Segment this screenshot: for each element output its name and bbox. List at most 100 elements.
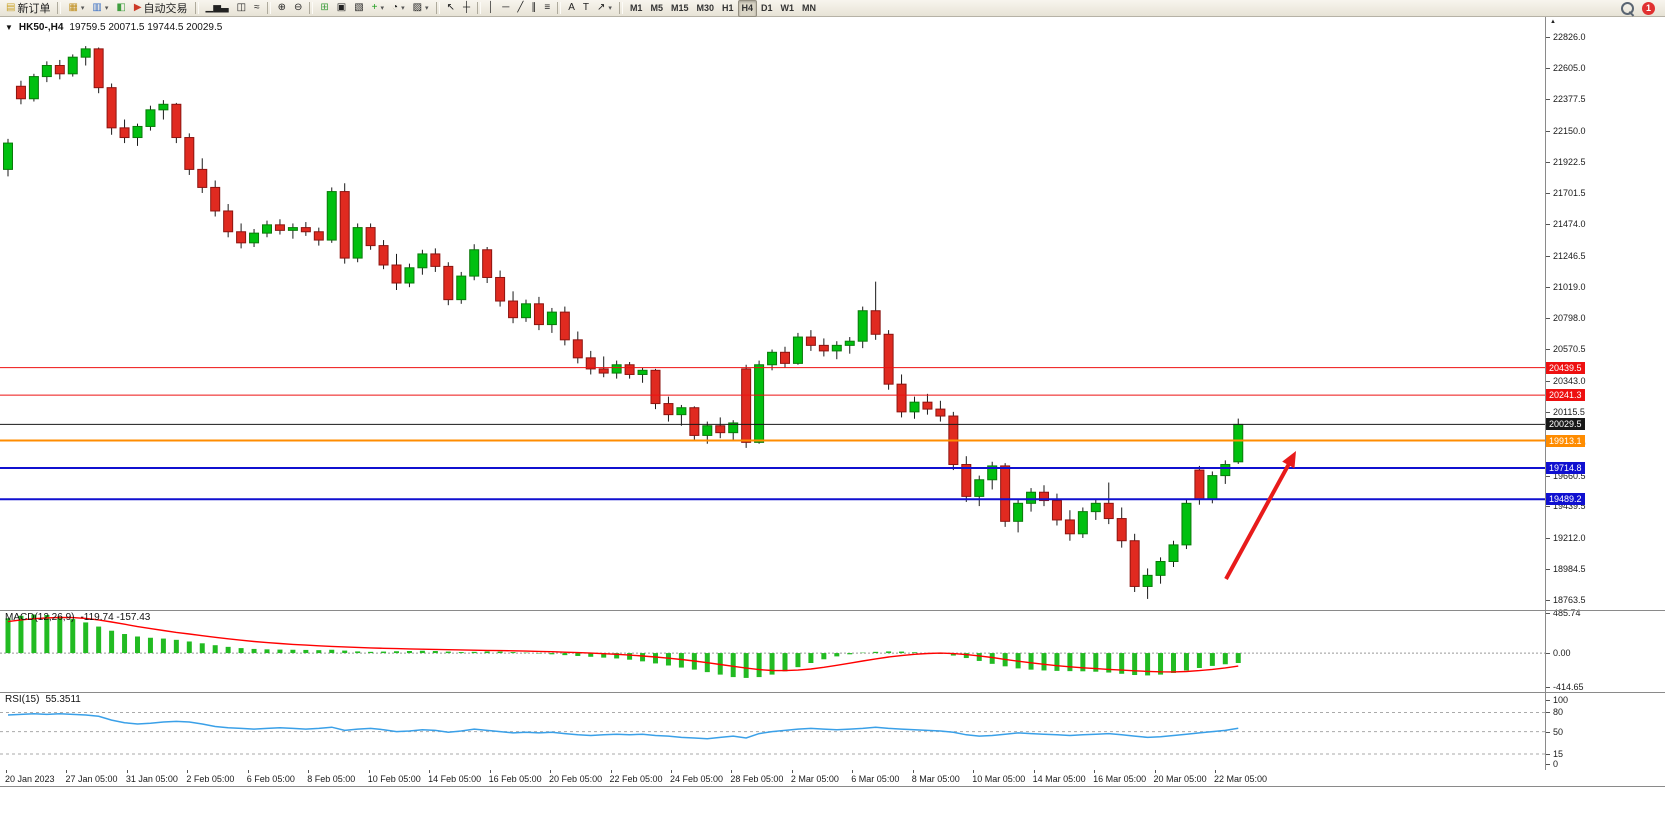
time-tick: [6, 770, 7, 773]
templates-icon: ▨: [412, 2, 423, 13]
timeframe-h1[interactable]: H1: [718, 0, 738, 17]
price-axis[interactable]: ▲ 22826.0 22605.0 22377.5 22150.0 21922.5 217…: [1546, 17, 1665, 786]
axis-tick: [1546, 653, 1550, 655]
zoom-in-icon: ⊕: [277, 2, 286, 13]
candlestick-chart-icon[interactable]: ◫: [233, 0, 250, 17]
zoom-in-icon[interactable]: ⊕: [274, 0, 290, 17]
toolbar-separator: [309, 2, 314, 14]
price-level-box[interactable]: 19913.1: [1546, 434, 1585, 447]
time-axis-label: 31 Jan 05:00: [125, 774, 178, 784]
horizontal-line-icon[interactable]: ─: [498, 0, 513, 17]
time-tick: [550, 770, 552, 773]
axis-tick: [1546, 287, 1550, 289]
axis-tick: [1546, 317, 1550, 319]
arrange-windows-icon[interactable]: ▧: [350, 0, 367, 17]
axis-scroll-up-icon[interactable]: ▲: [1550, 19, 1556, 25]
main-toolbar: ▤ 新订单 ▦ ▾ ▥ ▾ ◧ ▶ 自动交易 ▁▅▃ ◫ ≈ ⊕ ⊖ ⊞ ▣ ▧ + ▾ ◔ ▾ ▨ ▾ ↖ ┼ │ ─ ╱ ∥ ≡ A T ↗…: [0, 0, 1665, 17]
tile-windows-icon: ⊞: [320, 2, 329, 13]
autotrading-button[interactable]: ▶ 自动交易: [130, 0, 192, 17]
current-price-box[interactable]: 20029.5: [1546, 418, 1585, 431]
cascade-windows-icon[interactable]: ▣: [333, 0, 350, 17]
axis-tick-label: 80: [1553, 707, 1564, 718]
chart-title-overlay: ▼ HK50-,H4 19759.5 20071.5 19744.5 20029…: [5, 22, 222, 33]
label-icon[interactable]: T: [579, 0, 593, 17]
timeframe-mn[interactable]: MN: [798, 0, 820, 17]
axis-tick-label: 21474.0: [1553, 219, 1586, 230]
axis-tick-label: 18984.5: [1553, 564, 1586, 575]
axis-tick-label: 21019.0: [1553, 282, 1586, 293]
axis-tick-label: 0.00: [1553, 648, 1571, 659]
zoom-out-icon[interactable]: ⊖: [290, 0, 306, 17]
axis-tick: [1546, 380, 1550, 382]
price-chart[interactable]: [0, 17, 1545, 610]
price-level-box[interactable]: 20439.5: [1546, 361, 1585, 374]
new-chart-icon[interactable]: ▦ ▾: [64, 0, 88, 17]
axis-tick-label: 50: [1553, 726, 1564, 737]
price-level-box[interactable]: 20241.3: [1546, 389, 1585, 402]
axis-tick-label: 20343.0: [1553, 375, 1586, 386]
cursor-icon[interactable]: ↖: [443, 0, 459, 17]
axis-tick-label: 22377.5: [1553, 94, 1586, 105]
price-axis-border: [1545, 17, 1546, 786]
vertical-line-icon[interactable]: │: [484, 0, 498, 17]
rsi-panel[interactable]: [0, 692, 1545, 770]
time-tick: [610, 770, 612, 773]
time-axis-label: 16 Feb 05:00: [488, 774, 542, 784]
time-tick: [1094, 770, 1096, 773]
channel-icon[interactable]: ∥: [527, 0, 540, 17]
time-axis-label: 10 Feb 05:00: [367, 774, 421, 784]
bar-chart-icon[interactable]: ▁▅▃: [202, 0, 233, 17]
collapse-icon[interactable]: ▼: [5, 23, 13, 32]
indicators-icon[interactable]: + ▾: [368, 0, 388, 17]
toolbar-separator: [557, 2, 562, 14]
timeframe-m30[interactable]: M30: [692, 0, 718, 17]
tile-windows-icon[interactable]: ⊞: [316, 0, 332, 17]
time-tick: [489, 770, 491, 773]
new-order-button[interactable]: ▤ 新订单: [2, 0, 54, 17]
axis-tick: [1546, 67, 1550, 69]
search-icon[interactable]: [1621, 1, 1634, 15]
timeframe-m30-label: M30: [696, 3, 714, 13]
time-tick: [1033, 770, 1035, 773]
templates-icon[interactable]: ▨ ▾: [409, 0, 433, 17]
timeframe-w1[interactable]: W1: [777, 0, 799, 17]
trendline-icon[interactable]: ╱: [513, 0, 527, 17]
text-icon[interactable]: A: [564, 0, 579, 17]
periods-icon[interactable]: ◔ ▾: [388, 0, 409, 17]
timeframe-h4[interactable]: H4: [737, 0, 758, 17]
crosshair-icon[interactable]: ┼: [459, 0, 474, 17]
rsi-label-overlay: RSI(15) 55.3511: [5, 694, 81, 705]
arrows-icon[interactable]: ↗ ▾: [593, 0, 616, 17]
time-tick: [1215, 770, 1216, 773]
time-tick: [247, 770, 249, 773]
axis-tick: [1546, 192, 1550, 194]
time-axis[interactable]: 20 Jan 2023 27 Jan 05:00 31 Jan 05:00 2 Feb…: [0, 770, 1665, 786]
timeframe-m1-label: M1: [629, 3, 643, 13]
time-axis-label: 2 Feb 05:00: [186, 774, 235, 784]
macd-panel[interactable]: [0, 610, 1545, 692]
panel-divider-macd[interactable]: [0, 610, 1665, 611]
indicators-icon: +: [371, 2, 378, 13]
timeframe-m5[interactable]: M5: [646, 0, 667, 17]
axis-tick: [1546, 99, 1550, 101]
timeframe-d1[interactable]: D1: [757, 0, 777, 17]
price-level-box[interactable]: 19489.2: [1546, 493, 1585, 506]
line-chart-icon: ≈: [254, 2, 260, 13]
data-window-icon[interactable]: ◧: [112, 0, 129, 17]
fibonacci-icon[interactable]: ≡: [540, 0, 554, 17]
timeframe-d1-label: D1: [761, 3, 773, 13]
time-axis-label: 22 Mar 05:00: [1214, 774, 1268, 784]
time-axis-label: 28 Feb 05:00: [730, 774, 784, 784]
line-chart-icon[interactable]: ≈: [250, 0, 264, 17]
timeframe-m15[interactable]: M15: [667, 0, 693, 17]
axis-tick: [1546, 731, 1550, 733]
profiles-icon[interactable]: ▥ ▾: [88, 0, 112, 17]
chart-ohlc-values: 19759.5 20071.5 19744.5 20029.5: [69, 22, 223, 33]
axis-tick-label: 22605.0: [1553, 62, 1586, 73]
price-level-box[interactable]: 19714.8: [1546, 462, 1585, 474]
panel-divider-rsi[interactable]: [0, 692, 1665, 693]
time-tick: [126, 770, 128, 773]
timeframe-m1[interactable]: M1: [626, 0, 647, 17]
time-axis-label: 10 Mar 05:00: [972, 774, 1026, 784]
notification-badge[interactable]: 1: [1642, 1, 1655, 15]
